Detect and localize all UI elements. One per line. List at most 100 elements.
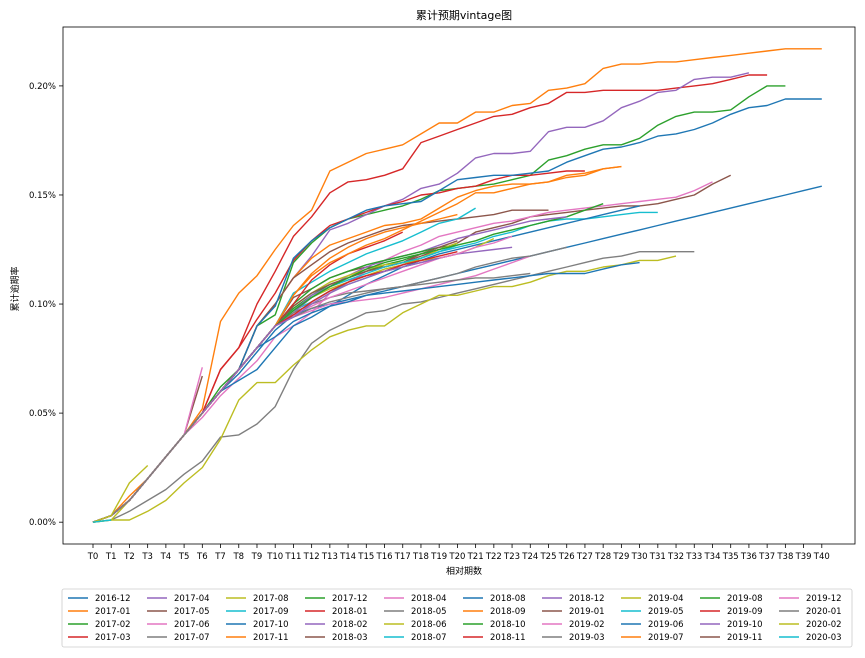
x-tick-label: T24 [521, 552, 538, 562]
legend-label: 2018-12 [569, 594, 605, 604]
y-tick-label: 0.20% [29, 82, 56, 92]
x-tick-label: T18 [412, 552, 429, 562]
legend-item: 2019-10 [700, 620, 763, 630]
x-tick-label: T3 [141, 552, 153, 562]
legend-label: 2017-06 [174, 620, 210, 630]
legend-item: 2017-12 [305, 594, 368, 604]
series-line-2017-08 [92, 255, 677, 523]
legend-item: 2017-04 [147, 594, 210, 604]
x-tick-label: T35 [722, 552, 739, 562]
legend-label: 2017-07 [174, 633, 210, 643]
legend-item: 2018-03 [305, 633, 368, 643]
legend-item: 2017-08 [226, 594, 289, 604]
legend-item: 2019-06 [621, 620, 684, 630]
legend-label: 2019-10 [727, 620, 763, 630]
legend-item: 2019-11 [700, 633, 763, 643]
x-tick-label: T33 [685, 552, 702, 562]
legend-item: 2016-12 [68, 594, 131, 604]
series-line-2017-01 [92, 48, 822, 523]
legend-label: 2017-10 [253, 620, 289, 630]
legend-label: 2017-02 [95, 620, 131, 630]
legend-label: 2018-01 [332, 607, 368, 617]
x-tick-label: T7 [214, 552, 226, 562]
x-tick-label: T38 [776, 552, 793, 562]
x-axis: T0 T1 T2 T3 T4 T5 T6 T7 T8 T9 T10 T11 T12 T13 T14 T15 T1… [87, 544, 830, 562]
x-tick-label: T25 [539, 552, 556, 562]
legend-label: 2020-03 [806, 633, 842, 643]
x-tick-label: T13 [321, 552, 338, 562]
legend-label: 2017-01 [95, 607, 131, 617]
legend-item: 2018-12 [542, 594, 605, 604]
x-tick-label: T22 [485, 552, 502, 562]
x-tick-label: T14 [339, 552, 356, 562]
legend-item: 2018-01 [305, 607, 368, 617]
x-tick-label: T30 [631, 552, 648, 562]
legend-label: 2019-05 [648, 607, 684, 617]
x-tick-label: T32 [667, 552, 684, 562]
legend-label: 2019-04 [648, 594, 684, 604]
x-tick-label: T29 [612, 552, 629, 562]
chart-title: 累计预期vintage图 [416, 9, 512, 22]
x-tick-label: T4 [160, 552, 172, 562]
x-axis-label: 相对期数 [446, 565, 482, 577]
legend-item: 2019-07 [621, 633, 684, 643]
legend-label: 2017-11 [253, 633, 289, 643]
legend-label: 2017-03 [95, 633, 131, 643]
legend-item: 2019-04 [621, 594, 684, 604]
legend-item: 2018-10 [463, 620, 526, 630]
series-line-2017-07 [92, 250, 695, 523]
x-tick-label: T1 [105, 552, 117, 562]
legend-label: 2018-03 [332, 633, 368, 643]
legend-item: 2017-07 [147, 633, 210, 643]
legend-item: 2017-10 [226, 620, 289, 630]
x-tick-label: T16 [376, 552, 393, 562]
legend-label: 2017-04 [174, 594, 210, 604]
legend-item: 2018-11 [463, 633, 526, 643]
x-tick-label: T31 [649, 552, 666, 562]
legend-item: 2020-03 [779, 633, 842, 643]
legend-label: 2019-02 [569, 620, 605, 630]
legend-item: 2018-09 [463, 607, 526, 617]
x-tick-label: T9 [251, 552, 263, 562]
x-tick-label: T15 [357, 552, 374, 562]
legend-item: 2017-03 [68, 633, 131, 643]
legend-label: 2018-07 [411, 633, 447, 643]
x-tick-label: T26 [558, 552, 575, 562]
legend-label: 2020-02 [806, 620, 842, 630]
legend-item: 2017-09 [226, 607, 289, 617]
legend-label: 2017-08 [253, 594, 289, 604]
x-tick-label: T20 [448, 552, 465, 562]
x-tick-label: T8 [232, 552, 244, 562]
legend-item: 2017-05 [147, 607, 210, 617]
legend-item: 2019-12 [779, 594, 842, 604]
legend-label: 2019-09 [727, 607, 763, 617]
legend-label: 2018-02 [332, 620, 368, 630]
legend-item: 2019-01 [542, 607, 605, 617]
legend-label: 2019-03 [569, 633, 605, 643]
x-tick-label: T17 [394, 552, 411, 562]
x-tick-label: T37 [758, 552, 775, 562]
legend-item: 2019-08 [700, 594, 763, 604]
series-line-2020-02 [92, 464, 149, 523]
x-tick-label: T34 [703, 552, 720, 562]
legend-label: 2019-08 [727, 594, 763, 604]
legend-label: 2019-07 [648, 633, 684, 643]
y-axis: 0.00% 0.05% 0.10% 0.15% 0.20% [29, 82, 63, 528]
x-tick-label: T19 [430, 552, 447, 562]
legend-label: 2020-01 [806, 607, 842, 617]
legend: 2016-12 2017-01 2017-02 2017-03 2017-04 2017-… [61, 588, 853, 648]
legend-item: 2018-04 [384, 594, 447, 604]
legend-label: 2018-09 [490, 607, 526, 617]
series-line-2017-06 [92, 181, 713, 523]
y-axis-label: 累计逾期率 [9, 266, 21, 311]
x-tick-label: T23 [503, 552, 520, 562]
legend-item: 2018-06 [384, 620, 447, 630]
legend-label: 2016-12 [95, 594, 131, 604]
x-tick-label: T36 [740, 552, 757, 562]
x-tick-label: T39 [795, 552, 812, 562]
legend-item: 2020-01 [779, 607, 842, 617]
x-tick-label: T21 [467, 552, 484, 562]
legend-label: 2019-06 [648, 620, 684, 630]
